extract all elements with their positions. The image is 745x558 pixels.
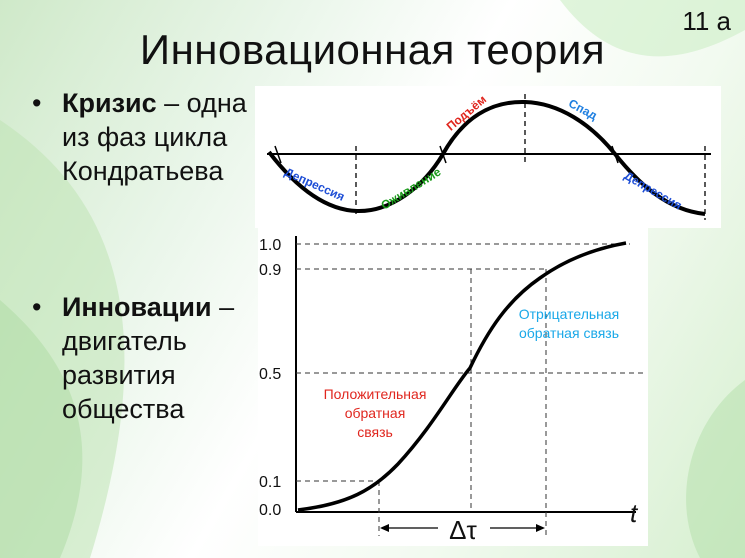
s-curve-svg: 1.0 0.9 0.5 0.1 0.0 t Δτ Положительная о…: [259, 236, 646, 545]
bullet-term: Кризис: [62, 88, 157, 118]
wave-tick: [439, 145, 447, 164]
x-axis-label: t: [630, 498, 639, 528]
bullet-dash: –: [211, 292, 235, 322]
y-tick-0-0: 0.0: [259, 502, 281, 519]
negative-feedback-line1: Отрицательная: [519, 306, 620, 322]
y-tick-1-0: 1.0: [259, 237, 281, 254]
bullet-crisis: • Кризис – одна из фаз цикла Кондратьева: [32, 86, 264, 188]
phase-label-depression-2: Депрессия: [622, 168, 685, 212]
positive-feedback-line3: связь: [357, 424, 393, 440]
wave-tick: [611, 145, 619, 164]
wave-tick: [274, 145, 282, 164]
kondratiev-wave-diagram: Депрессия Оживление Подъём Спад Депресси…: [255, 86, 721, 228]
y-tick-0-5: 0.5: [259, 366, 281, 383]
phase-label-decline: Спад: [566, 96, 600, 123]
bullet-text: Инновации – двигатель развития общества: [62, 290, 264, 426]
positive-feedback-line1: Положительная: [324, 386, 427, 402]
interval-arrowhead-right: [536, 524, 545, 532]
positive-feedback-line2: обратная: [345, 405, 406, 421]
interval-arrowhead-left: [380, 524, 389, 532]
s-curve: [297, 241, 627, 512]
y-tick-0-1: 0.1: [259, 474, 281, 491]
slide-title: Инновационная теория: [139, 26, 606, 73]
negative-feedback-line2: обратная связь: [519, 325, 619, 341]
slide-number: 11 а: [682, 6, 731, 36]
bullet-text: Кризис – одна из фаз цикла Кондратьева: [62, 86, 264, 188]
wave-curve: [267, 99, 706, 216]
bullet-dash: –: [156, 88, 180, 118]
bullet-rest: двигатель развития общества: [62, 326, 187, 424]
wave-svg: Депрессия Оживление Подъём Спад Депресси…: [267, 92, 711, 220]
s-curve-diagram: 1.0 0.9 0.5 0.1 0.0 t Δτ Положительная о…: [258, 228, 648, 546]
phase-label-revival: Оживление: [378, 165, 443, 213]
y-tick-0-9: 0.9: [259, 262, 281, 279]
bullet-term: Инновации: [62, 292, 212, 322]
bullet-rest: одна из фаз цикла Кондратьева: [62, 88, 247, 186]
bullet-innovations: • Инновации – двигатель развития обществ…: [32, 290, 264, 426]
bullet-dot: •: [32, 292, 42, 322]
bullet-dot: •: [32, 88, 42, 118]
interval-label: Δτ: [449, 515, 477, 545]
